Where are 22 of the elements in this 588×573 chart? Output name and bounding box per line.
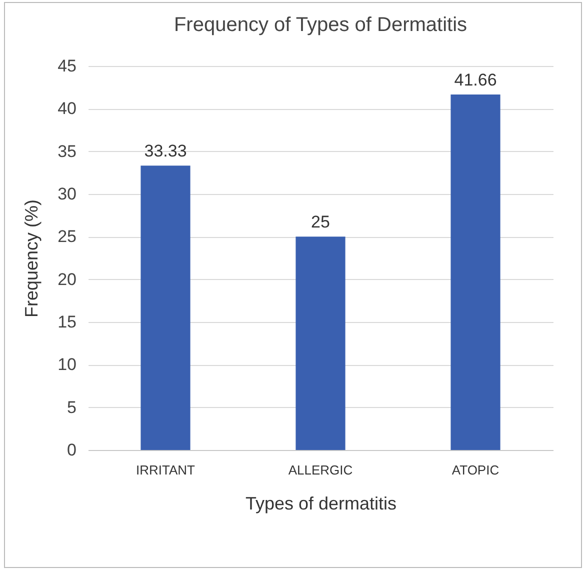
- y-tick-label: 30: [58, 184, 76, 204]
- bar: [450, 94, 500, 450]
- x-tick-label: IRRITANT: [136, 462, 196, 478]
- y-tick-label: 25: [58, 227, 76, 246]
- x-tick-label: ATOPIC: [452, 462, 500, 478]
- y-tick-label: 15: [58, 312, 76, 332]
- y-axis-title: Frequency (%): [22, 199, 42, 318]
- chart-title: Frequency of Types of Dermatitis: [174, 14, 468, 36]
- y-tick-label: 10: [58, 355, 76, 374]
- y-tick-label: 0: [67, 440, 76, 460]
- y-tick-label: 5: [67, 398, 76, 417]
- y-tick-label: 35: [58, 142, 76, 161]
- data-label: 41.66: [454, 70, 497, 90]
- bar: [296, 236, 346, 450]
- y-tick-label: 20: [58, 270, 76, 289]
- data-label: 25: [311, 212, 330, 232]
- data-label: 33.33: [144, 142, 187, 161]
- y-tick-label: 40: [58, 99, 76, 118]
- y-tick-label: 45: [58, 56, 76, 76]
- x-tick-label: ALLERGIC: [288, 462, 353, 478]
- bar: [140, 166, 190, 450]
- x-axis-title: Types of dermatitis: [245, 494, 397, 514]
